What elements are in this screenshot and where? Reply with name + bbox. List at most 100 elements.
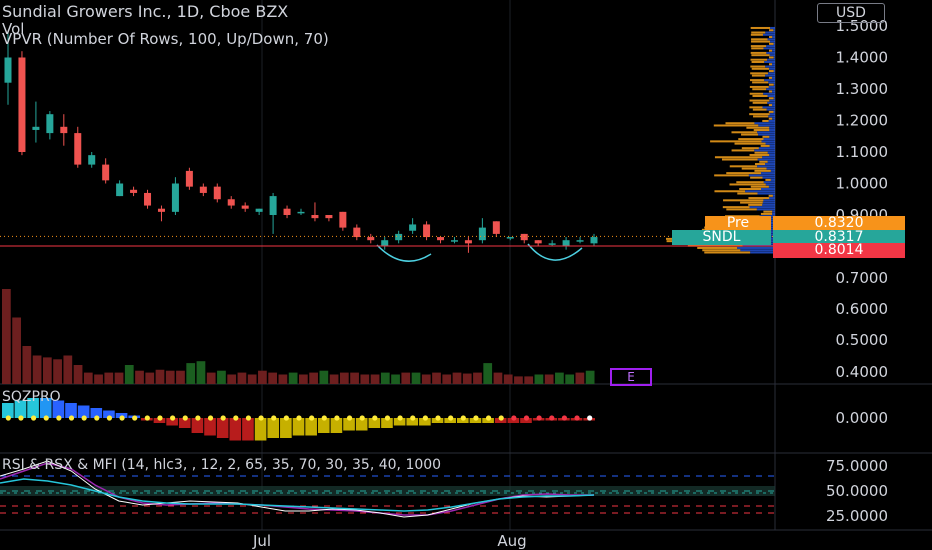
vpvr-row-down <box>751 74 766 77</box>
sqz-dot <box>5 415 11 421</box>
sqz-bar <box>39 398 52 418</box>
candle-body <box>144 192 152 206</box>
volume-bar <box>288 372 298 384</box>
vpvr-row-up <box>772 36 775 39</box>
vpvr-row-down <box>750 176 763 179</box>
vpvr-row-up <box>767 95 775 98</box>
sqz-dot <box>384 415 391 421</box>
sqz-bar <box>2 403 14 418</box>
vpvr-row-down <box>737 192 758 195</box>
sqz-bar <box>216 418 229 438</box>
vpvr-row-up <box>773 42 775 45</box>
sqz-bar <box>368 418 381 428</box>
volume-bar <box>380 372 390 384</box>
vpvr-row-up <box>773 97 775 100</box>
mfi-line <box>0 478 595 512</box>
vpvr-label: VPVR (Number Of Rows, 100, Up/Down, 70) <box>2 30 329 48</box>
volume-bar <box>575 372 585 384</box>
vpvr-row-up <box>767 38 775 41</box>
vpvr-row-down <box>714 174 749 177</box>
earnings-badge[interactable]: E <box>610 368 652 386</box>
vpvr-row-up <box>769 99 775 102</box>
vpvr-row-up <box>766 51 775 54</box>
sqz-bar <box>65 403 77 418</box>
candle-body <box>213 186 221 200</box>
volume-bar <box>391 374 400 384</box>
sqz-bar <box>27 398 39 418</box>
sqz-dot <box>30 415 37 421</box>
sqz-dot <box>132 415 138 421</box>
price-tick: 1.0000 <box>836 175 889 193</box>
price-tick: 1.5000 <box>836 17 889 35</box>
currency-button[interactable]: USD <box>817 3 885 23</box>
vpvr-row-up <box>769 67 775 70</box>
vpvr-row-down <box>762 119 769 122</box>
candle-body <box>102 164 110 181</box>
vpvr-row-down <box>750 33 763 36</box>
vpvr-row-up <box>762 156 775 159</box>
volume-bar <box>104 372 114 384</box>
vpvr-row-up <box>761 172 775 175</box>
volume-bar <box>544 374 554 384</box>
volume-bars <box>2 289 595 384</box>
rsi-pane <box>0 460 775 518</box>
candle-body <box>534 240 542 244</box>
vpvr-row-up <box>762 176 775 179</box>
volume-bar <box>196 361 206 384</box>
sqz-dot <box>448 415 454 421</box>
candle-body <box>18 57 26 152</box>
vpvr-row-up <box>748 174 775 177</box>
squeeze-histogram <box>2 398 595 441</box>
vpvr-row-up <box>763 181 775 184</box>
sqz-dot <box>422 415 428 421</box>
vpvr-row-up <box>770 40 775 43</box>
candle-body <box>60 126 68 134</box>
cup-arc <box>376 244 432 262</box>
vpvr-row-down <box>729 183 766 186</box>
pre-tag-value: 0.8320 <box>773 216 905 231</box>
vpvr-row-up <box>772 49 775 52</box>
sqz-dot <box>587 415 593 421</box>
candle-body <box>423 224 431 238</box>
candle-body <box>255 208 263 212</box>
symbol-tag-label: SNDL <box>672 230 771 245</box>
vpvr-row-up <box>767 160 775 163</box>
sqz-bar <box>103 410 115 418</box>
vpvr-row-up <box>771 76 775 79</box>
volume-bar <box>155 369 165 384</box>
sqz-bar <box>229 418 242 441</box>
volume-bar <box>227 374 237 384</box>
vpvr-row-up <box>763 138 775 141</box>
vpvr-row-down <box>713 124 759 127</box>
vpvr-row-up <box>766 167 775 170</box>
volume-bar <box>401 372 411 384</box>
vpvr-row-down <box>768 56 774 59</box>
vpvr-row-down <box>740 201 763 204</box>
candle-body <box>311 215 319 219</box>
vpvr-row-up <box>767 72 775 75</box>
vpvr-row-down <box>752 88 767 91</box>
candle-body <box>548 243 556 245</box>
candle-body <box>88 155 96 165</box>
candle-body <box>4 57 12 83</box>
sqz-dot <box>283 415 289 421</box>
vpvr-row-down <box>768 49 773 52</box>
volume-bar <box>83 372 93 384</box>
vpvr-row-down <box>765 178 771 181</box>
vpvr-row-up <box>765 65 775 68</box>
sqz-bar <box>52 400 65 418</box>
vpvr-row-up <box>763 199 775 202</box>
volume-bar <box>432 372 441 384</box>
vpvr-row-up <box>762 33 775 36</box>
vpvr-row-up <box>757 131 775 134</box>
vpvr-row-up <box>761 140 775 143</box>
volume-bar <box>452 372 462 384</box>
vpvr-row-up <box>767 101 775 104</box>
vpvr-row-down <box>738 138 764 141</box>
vpvr-row-down <box>731 131 758 134</box>
sqz-bar <box>317 418 330 433</box>
vpvr-row-up <box>765 183 775 186</box>
vpvr-row-down <box>729 165 758 168</box>
sqz-dot <box>410 415 416 421</box>
vpvr-row-down <box>749 153 770 156</box>
